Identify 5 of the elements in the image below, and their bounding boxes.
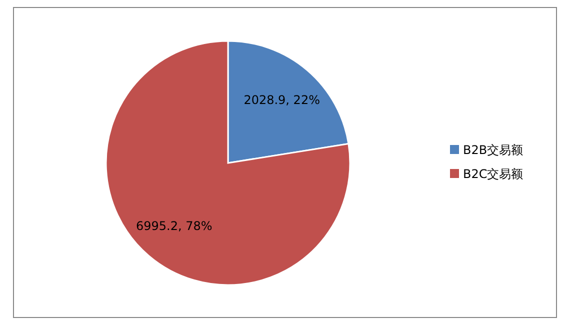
- data-label: 6995.2, 78%: [136, 219, 212, 234]
- legend-label: B2C交易额: [463, 167, 524, 181]
- legend-label: B2B交易额: [463, 143, 524, 157]
- data-label: 2028.9, 22%: [244, 92, 320, 107]
- pie-slice: [105, 40, 351, 286]
